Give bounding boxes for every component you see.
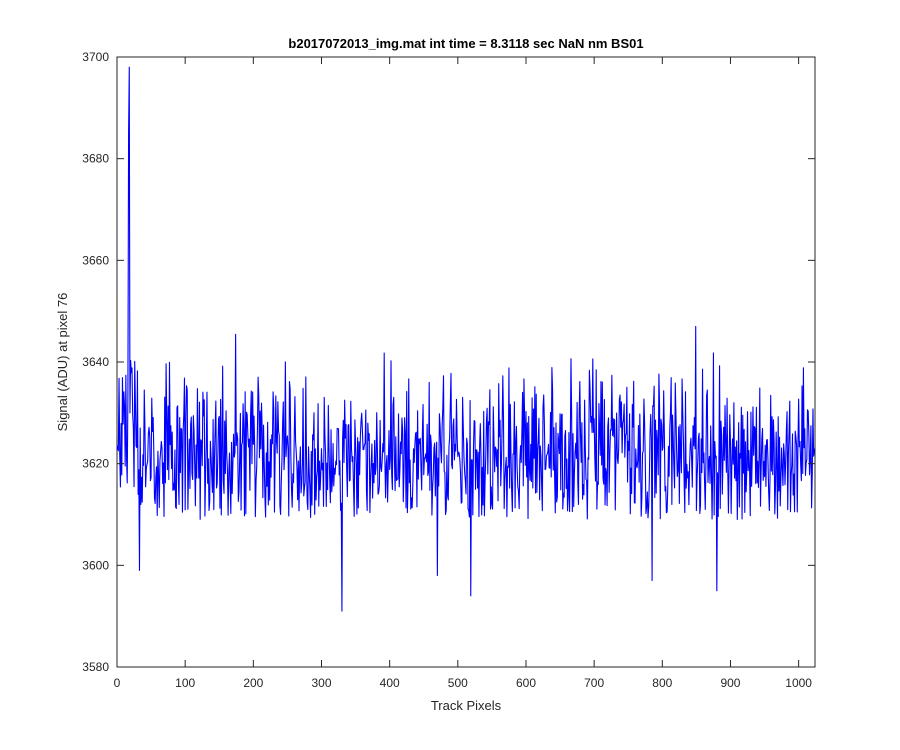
y-tick-label: 3620 [82, 457, 109, 471]
x-tick-label: 100 [175, 676, 195, 690]
tick-layer: 0 100 200 300 400 500 600 700 800 900 1000 3580 3600… [82, 50, 815, 690]
x-tick-label: 600 [516, 676, 536, 690]
x-tick-label: 400 [380, 676, 400, 690]
x-axis-label: Track Pixels [431, 698, 502, 713]
y-tick-label: 3660 [82, 253, 109, 267]
chart-title: b2017072013_img.mat int time = 8.3118 se… [288, 36, 643, 51]
x-tick-label: 300 [311, 676, 331, 690]
y-tick-label: 3580 [82, 660, 109, 674]
y-tick-label: 3700 [82, 50, 109, 64]
x-tick-label: 900 [720, 676, 740, 690]
x-tick-label: 200 [243, 676, 263, 690]
x-tick-label: 1000 [785, 676, 812, 690]
x-tick-label: 500 [448, 676, 468, 690]
y-axis-label: Signal (ADU) at pixel 76 [55, 293, 70, 432]
x-tick-label: 0 [114, 676, 121, 690]
signal-series-line [116, 66, 815, 612]
y-tick-label: 3680 [82, 152, 109, 166]
x-tick-label: 800 [652, 676, 672, 690]
plot-area: 0 100 200 300 400 500 600 700 800 900 1000 3580 3600… [82, 50, 816, 690]
x-tick-label: 700 [584, 676, 604, 690]
y-tick-label: 3640 [82, 355, 109, 369]
y-tick-label: 3600 [82, 558, 109, 572]
series-layer [116, 66, 815, 612]
axes-box [116, 56, 816, 668]
